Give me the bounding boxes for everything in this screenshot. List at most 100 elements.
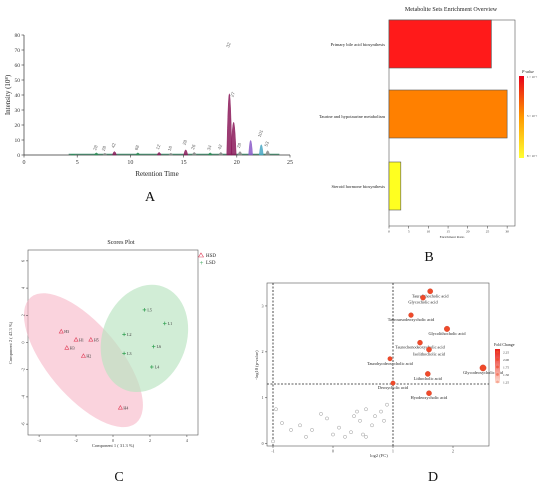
panel-a-y-tick-label: 0 (17, 153, 20, 159)
panel-c-y-tick-label: 2 (21, 314, 26, 316)
lsd-point (122, 332, 126, 337)
chromatogram-peak (207, 152, 213, 156)
non-significant-point (364, 407, 368, 412)
panel-d-legend-title: Fold Change (494, 342, 515, 347)
panel-c-title: Scores Plot (107, 240, 135, 246)
significant-point (417, 340, 423, 346)
panel-b-legend-label: 1 × 10⁻² (527, 75, 537, 79)
metabolite-label: Taurohyodeoxycholic acid (367, 361, 413, 366)
peak-label: 27 (229, 91, 236, 98)
non-significant-point (289, 428, 293, 432)
panel-a-x-tick-label: 15 (181, 160, 187, 166)
legend-hsd-label: HSD (206, 254, 216, 259)
panel-a-y-tick-label: 40 (15, 93, 21, 99)
panel-d-y-tick-label: 3 (262, 304, 264, 308)
chromatogram-peak (259, 144, 264, 156)
panel-d-volcano-plot: -1 0 1 2 0 1 2 3 Taurolithocholic acid Glycochol… (254, 282, 515, 485)
significant-point (387, 356, 393, 362)
hsd-confidence-ellipse (23, 293, 143, 428)
non-significant-point (382, 418, 386, 423)
panel-a-y-tick-label: 10 (15, 138, 21, 144)
lsd-point (122, 351, 126, 356)
panel-d-x-tick-label: -1 (271, 450, 274, 454)
fold-change-legend-swatch (496, 380, 499, 384)
fold-change-legend-label: 1.50 (503, 373, 509, 377)
significant-point (408, 312, 414, 318)
panel-c-y-tick-label: -6 (21, 422, 26, 425)
panel-d-y-tick-label: 2 (262, 350, 264, 354)
hsd-point (73, 336, 79, 342)
panel-a-y-tick-label: 50 (15, 78, 21, 84)
lsd-point (142, 308, 147, 312)
lsd-point (162, 321, 167, 326)
panel-c-y-label: Component 2 ( 42.3 %) (8, 321, 13, 364)
sample-label: L4 (155, 364, 159, 369)
fold-change-legend-label: 2.00 (503, 358, 509, 362)
panel-c-label: C (114, 470, 123, 485)
panel-d-x-tick-label: 0 (332, 450, 334, 454)
significant-point (425, 371, 431, 377)
chromatogram-peak (156, 152, 162, 156)
lsd-confidence-ellipse (100, 284, 189, 393)
panel-d-y-label: -log10 (p-value) (254, 350, 259, 380)
chromatogram-peak (102, 153, 108, 156)
non-significant-point (385, 402, 389, 407)
panel-b-legend-label: 8 × 10⁻² (527, 154, 537, 158)
lsd-point (150, 365, 154, 369)
enrichment-category-label: Taurine and hypotaurine metabolism (319, 114, 386, 119)
metabolite-label: Taurolithocholic acid (412, 293, 449, 298)
panel-c-x-tick-label: 4 (186, 438, 188, 443)
chromatogram-peak (191, 152, 197, 156)
panel-c-y-tick-label: 0 (21, 342, 26, 344)
panel-b-title: Metabolite Sets Enrichment Overview (405, 7, 498, 13)
chromatogram-peak (248, 140, 253, 156)
sample-label: H5 (94, 337, 99, 342)
peak-label: 26 (190, 143, 197, 150)
peak-label: 28 (101, 145, 108, 152)
fold-change-legend-swatch (496, 350, 499, 354)
chromatogram-peak (218, 152, 224, 156)
chromatogram-peak (135, 152, 141, 156)
non-significant-point (325, 416, 329, 421)
peak-label: 32 (225, 41, 232, 48)
panel-d-y-tick-label: 1 (262, 396, 264, 400)
panel-b-x-tick-label: 0 (388, 230, 390, 234)
chromatogram-peak (265, 150, 270, 156)
fold-change-legend-label: 1.25 (503, 380, 509, 384)
chromatogram-peak (230, 122, 237, 156)
panel-a-x-tick-label: 5 (76, 160, 79, 166)
sample-label: H4 (123, 405, 128, 410)
panel-a-y-tick-label: 20 (15, 123, 21, 129)
non-significant-point (274, 407, 278, 412)
peak-label: 16 (167, 145, 174, 152)
metabolite-label: Hyodeoxycholic acid (411, 395, 448, 400)
panel-a-y-tick-label: 70 (15, 48, 21, 54)
peak-label: 42 (110, 142, 117, 149)
panel-b-x-tick-label: 25 (486, 230, 490, 234)
panel-c-y-tick-label: 6 (21, 260, 26, 262)
non-significant-point (370, 423, 374, 428)
non-significant-point (349, 430, 353, 435)
panel-b-x-tick-label: 30 (505, 230, 509, 234)
enrichment-bar (388, 89, 508, 139)
sample-label: L5 (147, 307, 151, 312)
lsd-point (151, 344, 156, 349)
panel-a-x-tick-label: 25 (287, 160, 293, 166)
non-significant-point (373, 414, 377, 419)
panel-c-x-tick-label: -2 (74, 438, 77, 443)
peak-label: 28 (92, 144, 99, 151)
peak-label: 101 (257, 129, 264, 138)
hsd-point (58, 328, 64, 334)
peak-label: 28 (182, 139, 189, 146)
legend-lsd-marker: + (200, 259, 204, 267)
metabolite-label: Deoxycholic acid (378, 385, 409, 390)
chromatogram-peak (237, 151, 243, 156)
peak-label: 68 (134, 144, 141, 151)
peak-label: 53 (264, 140, 271, 147)
chromatogram-peak (183, 149, 188, 156)
sample-label: H1 (79, 337, 84, 342)
chromatogram-peak (226, 93, 233, 156)
panel-b-legend-title: P value (521, 69, 534, 74)
panel-b-color-scale (519, 76, 524, 158)
